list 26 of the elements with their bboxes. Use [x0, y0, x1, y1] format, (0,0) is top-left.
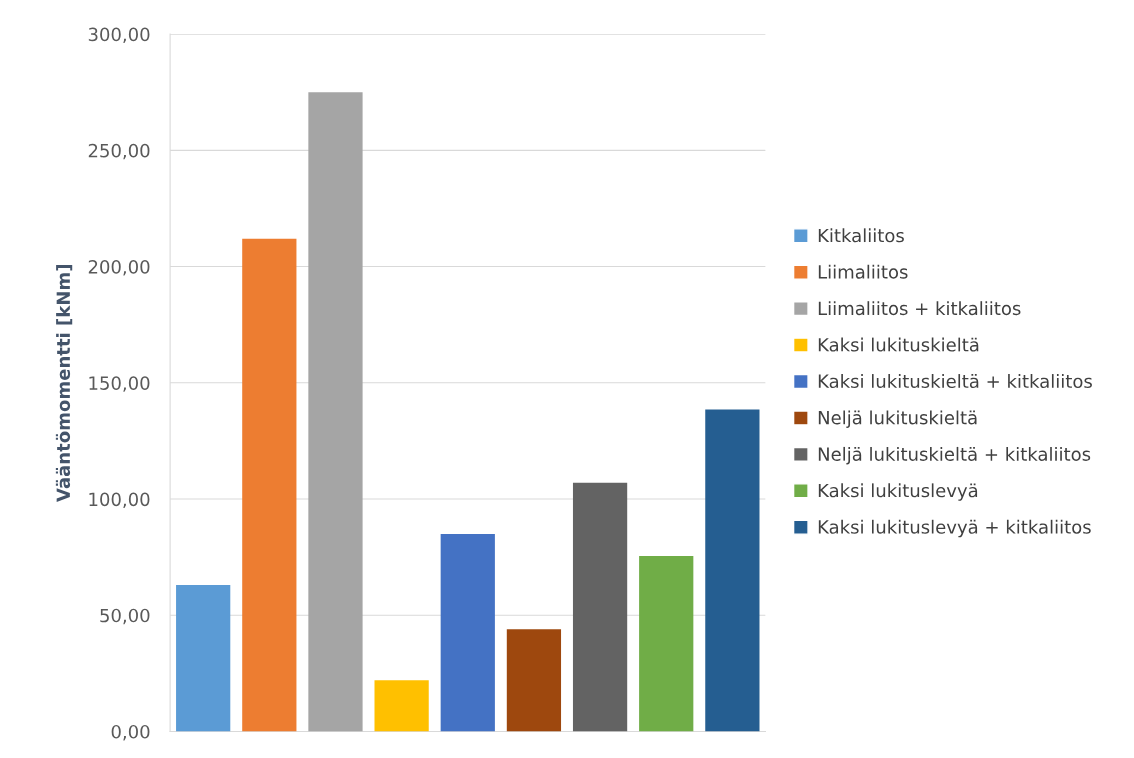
legend-label: Kaksi lukituskieltä + kitkaliitos	[818, 374, 1092, 389]
y-tick-label: 300,00	[88, 27, 150, 44]
y-tick-label: 50,00	[100, 608, 150, 625]
y-axis-title: Vääntömomentti [kNm]	[55, 265, 73, 502]
legend-label: Kaksi lukituslevyä + kitkaliitos	[818, 519, 1091, 538]
bar	[572, 482, 628, 732]
bar	[176, 585, 231, 732]
y-tick-label: 250,00	[88, 143, 150, 160]
bar	[308, 92, 363, 732]
bar	[440, 533, 495, 732]
bar	[705, 409, 760, 732]
bar	[242, 238, 297, 732]
bar	[639, 555, 694, 732]
y-tick-label: 200,00	[88, 260, 150, 276]
legend-label: Kaksi lukituslevyä	[818, 483, 978, 501]
legend-label: Neljä lukituskieltä	[818, 410, 977, 428]
legend-label: Liimaliitos + kitkaliitos	[818, 301, 1021, 316]
legend-label: Kitkaliitos	[818, 228, 904, 243]
bar	[506, 629, 562, 732]
legend-label: Neljä lukituskieltä + kitkaliitos	[818, 446, 1091, 465]
y-tick-label: 150,00	[89, 376, 150, 392]
y-tick-label: 0,00	[111, 724, 150, 741]
legend-label: Liimaliitos	[818, 264, 908, 279]
bar	[374, 680, 429, 732]
legend-label: Kaksi lukituskieltä	[818, 337, 979, 352]
y-tick-label: 100,00	[89, 492, 150, 508]
